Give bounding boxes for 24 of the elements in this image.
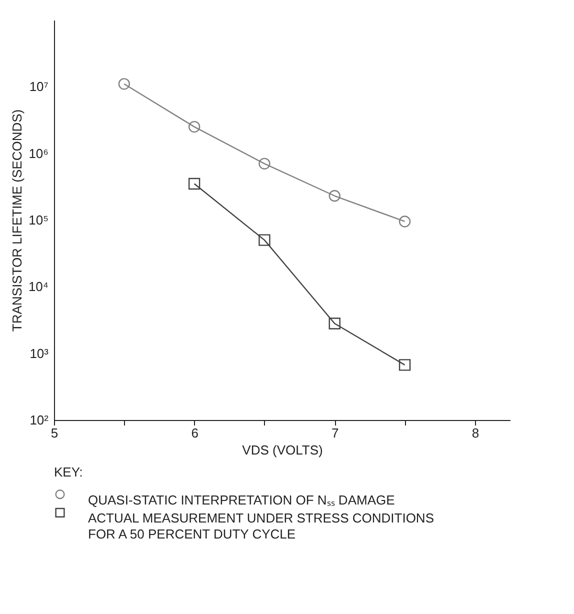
point [398, 216, 411, 228]
point [328, 190, 340, 202]
x-tick-label: 6 [191, 426, 198, 440]
y-tick-label: 10⁶ [28, 146, 48, 161]
x-tick-label: 8 [472, 426, 480, 440]
y-tick-label: 10² [30, 412, 50, 428]
point [328, 318, 340, 330]
legend-title: KEY: [54, 464, 83, 480]
y-tick-label: 10⁴ [28, 279, 48, 294]
legend-label: QUASI-STATIC INTERPRETATION OF Nₛₛ DAMAGE [88, 492, 396, 508]
x-tick-label: 7 [332, 426, 339, 440]
y-tick-label: 10⁵ [28, 212, 48, 228]
y-tick-label: 10⁷ [29, 79, 49, 94]
x-tick-label: 5 [50, 426, 58, 440]
y-axis-title: TRANSISTOR LIFETIME (SECONDS) [9, 109, 24, 332]
x-axis-title: VDS (VOLTS) [242, 442, 323, 458]
point [258, 158, 270, 170]
legend-label: ACTUAL MEASUREMENT UNDER STRESS CONDITIONS FOR A 50 PERCENT DUTY CYCLE [88, 510, 434, 542]
point [118, 78, 130, 90]
point [188, 120, 200, 133]
y-tick-label: 10³ [30, 346, 50, 361]
point [398, 359, 411, 371]
point [188, 178, 200, 190]
point [258, 234, 270, 246]
